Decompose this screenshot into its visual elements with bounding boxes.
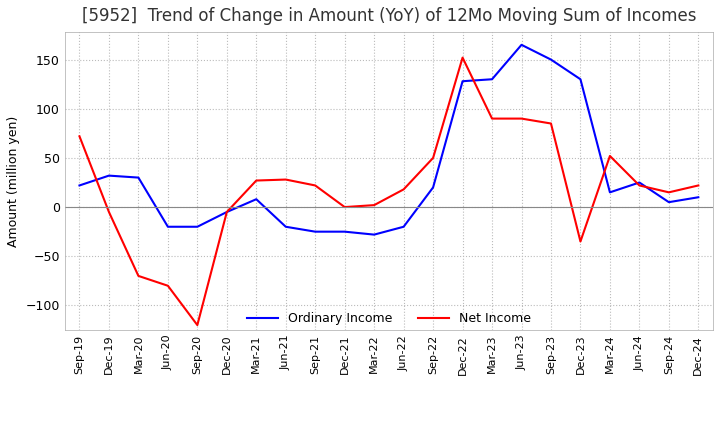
Net Income <box>193 323 202 328</box>
Net Income <box>252 178 261 183</box>
Ordinary Income <box>134 175 143 180</box>
Ordinary Income <box>282 224 290 229</box>
Y-axis label: Amount (million yen): Amount (million yen) <box>7 115 20 247</box>
Ordinary Income <box>429 185 438 190</box>
Net Income <box>222 209 231 215</box>
Net Income <box>163 283 172 288</box>
Ordinary Income <box>341 229 349 235</box>
Net Income <box>370 202 379 208</box>
Net Income <box>635 183 644 188</box>
Net Income <box>576 239 585 244</box>
Line: Net Income: Net Income <box>79 58 698 325</box>
Ordinary Income <box>222 209 231 215</box>
Ordinary Income <box>546 57 555 62</box>
Ordinary Income <box>193 224 202 229</box>
Ordinary Income <box>487 77 496 82</box>
Ordinary Income <box>370 232 379 237</box>
Net Income <box>517 116 526 121</box>
Ordinary Income <box>576 77 585 82</box>
Net Income <box>665 190 673 195</box>
Net Income <box>75 134 84 139</box>
Net Income <box>694 183 703 188</box>
Ordinary Income <box>104 173 113 178</box>
Net Income <box>311 183 320 188</box>
Net Income <box>487 116 496 121</box>
Ordinary Income <box>311 229 320 235</box>
Ordinary Income <box>163 224 172 229</box>
Net Income <box>282 177 290 182</box>
Title: [5952]  Trend of Change in Amount (YoY) of 12Mo Moving Sum of Incomes: [5952] Trend of Change in Amount (YoY) o… <box>81 7 696 25</box>
Ordinary Income <box>635 180 644 185</box>
Net Income <box>134 273 143 279</box>
Ordinary Income <box>400 224 408 229</box>
Ordinary Income <box>517 42 526 48</box>
Legend: Ordinary Income, Net Income: Ordinary Income, Net Income <box>242 307 536 330</box>
Ordinary Income <box>694 194 703 200</box>
Net Income <box>104 209 113 215</box>
Ordinary Income <box>458 79 467 84</box>
Net Income <box>341 205 349 210</box>
Ordinary Income <box>75 183 84 188</box>
Ordinary Income <box>252 197 261 202</box>
Net Income <box>606 153 614 158</box>
Ordinary Income <box>665 199 673 205</box>
Ordinary Income <box>606 190 614 195</box>
Net Income <box>400 187 408 192</box>
Net Income <box>458 55 467 60</box>
Net Income <box>546 121 555 126</box>
Line: Ordinary Income: Ordinary Income <box>79 45 698 235</box>
Net Income <box>429 155 438 161</box>
